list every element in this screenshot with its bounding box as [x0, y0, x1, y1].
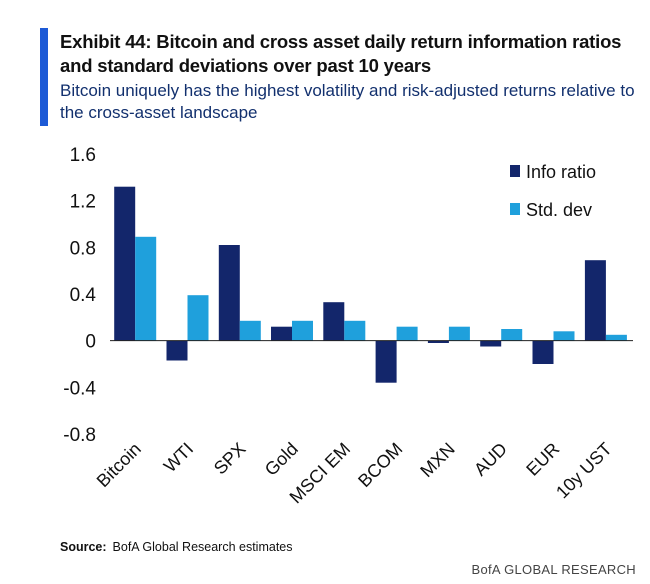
y-tick-label: 1.2	[70, 192, 96, 213]
std-dev-bar	[448, 326, 470, 341]
legend-swatch-info-ratio	[510, 165, 520, 177]
source-text: BofA Global Research estimates	[112, 540, 293, 554]
category-label: MXN	[416, 439, 458, 481]
chart-subtitle: Bitcoin uniquely has the highest volatil…	[60, 81, 635, 122]
category-label: EUR	[522, 439, 563, 480]
info-ratio-bar	[532, 340, 554, 364]
std-dev-bar	[501, 329, 523, 341]
info-ratio-bar	[218, 245, 240, 341]
category-label: BCOM	[354, 439, 406, 491]
std-dev-bar	[135, 236, 157, 341]
std-dev-bar	[187, 295, 209, 341]
category-label: SPX	[210, 439, 250, 479]
chart-title: Exhibit 44: Bitcoin and cross asset dail…	[60, 31, 622, 76]
std-dev-bar	[605, 334, 627, 341]
info-ratio-bar	[375, 340, 397, 383]
y-tick-label: -0.8	[63, 425, 96, 446]
source-note: Source: BofA Global Research estimates	[60, 540, 293, 554]
std-dev-bar	[344, 320, 366, 341]
category-label: Gold	[261, 439, 302, 480]
info-ratio-bar	[584, 260, 606, 341]
brand-footer: BofA GLOBAL RESEARCH	[471, 562, 636, 577]
info-ratio-bar	[271, 326, 292, 341]
std-dev-bar	[292, 320, 313, 341]
y-tick-label: 0.4	[70, 285, 97, 306]
category-label: Bitcoin	[93, 439, 145, 491]
legend-label-info-ratio: Info ratio	[526, 162, 596, 182]
category-label: 10y UST	[552, 439, 616, 503]
info-ratio-bar	[323, 302, 345, 341]
accent-bar	[40, 28, 48, 126]
std-dev-bar	[396, 326, 418, 341]
source-label: Source:	[60, 540, 107, 554]
legend-swatch-std-dev	[510, 203, 520, 215]
category-label: WTI	[160, 439, 197, 476]
std-dev-bar	[239, 320, 261, 341]
std-dev-bar	[553, 331, 575, 341]
legend-label-std-dev: Std. dev	[526, 200, 592, 220]
y-tick-label: 0	[85, 332, 96, 353]
y-tick-label: -0.4	[63, 378, 96, 399]
info-ratio-bar	[166, 340, 188, 361]
info-ratio-bar	[114, 186, 136, 341]
category-label: AUD	[470, 439, 511, 480]
info-ratio-bar	[427, 340, 449, 343]
y-tick-label: 1.6	[70, 145, 96, 166]
y-tick-label: 0.8	[70, 238, 96, 259]
info-ratio-bar	[480, 340, 502, 347]
